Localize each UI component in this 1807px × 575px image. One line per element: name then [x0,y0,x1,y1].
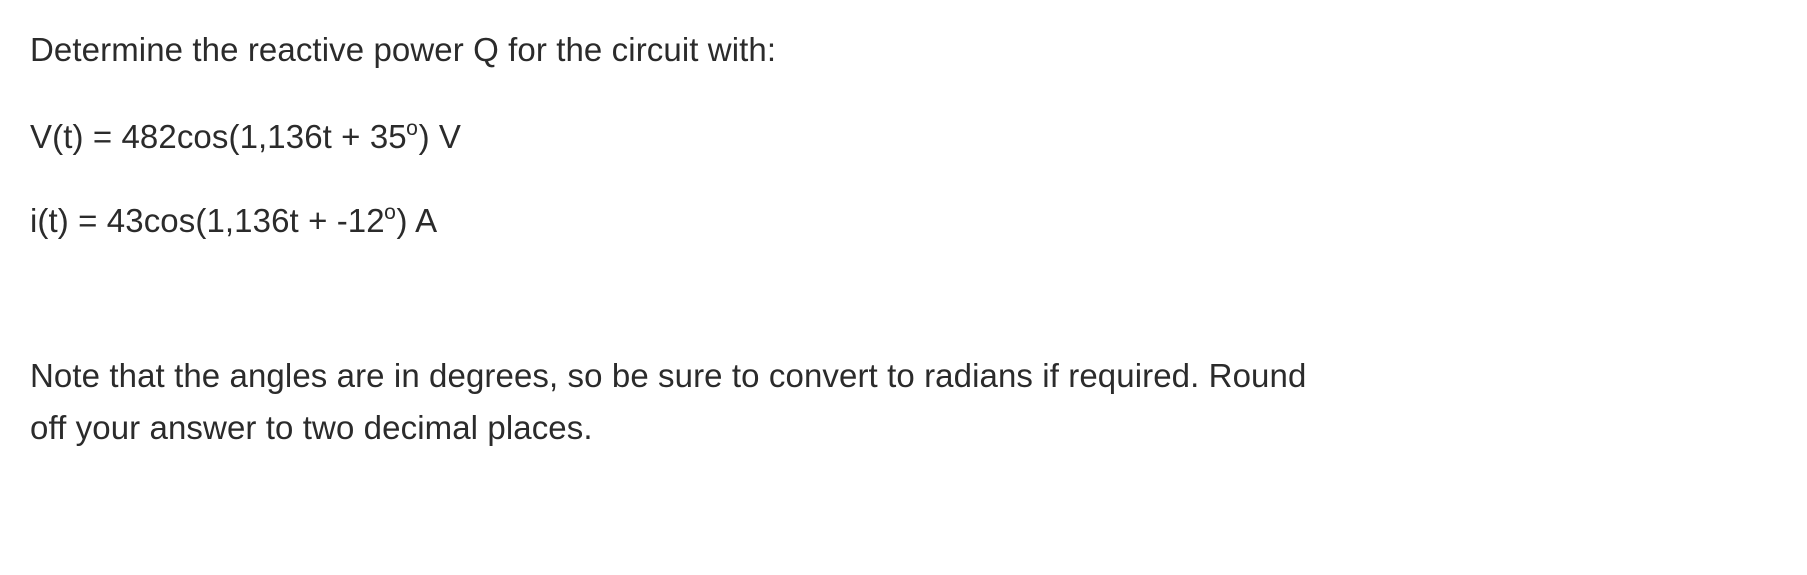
problem-statement: Determine the reactive power Q for the c… [0,0,1807,481]
current-tail: ) A [397,202,438,239]
note-line-1: Note that the angles are in degrees, so … [30,354,1777,399]
voltage-coeff: 482cos(1,136t + 35 [121,118,406,155]
current-degree-symbol: o [384,201,396,224]
current-lhs: i(t) = [30,202,107,239]
current-expression: i(t) = 43cos(1,136t + -12o) A [30,199,1777,244]
voltage-degree-symbol: o [406,117,418,140]
voltage-expression: V(t) = 482cos(1,136t + 35o) V [30,115,1777,160]
prompt-text: Determine the reactive power Q for the c… [30,28,1777,73]
note-line-2: off your answer to two decimal places. [30,406,1777,451]
voltage-lhs: V(t) = [30,118,121,155]
current-coeff: 43cos(1,136t + -12 [107,202,385,239]
voltage-tail: ) V [419,118,461,155]
